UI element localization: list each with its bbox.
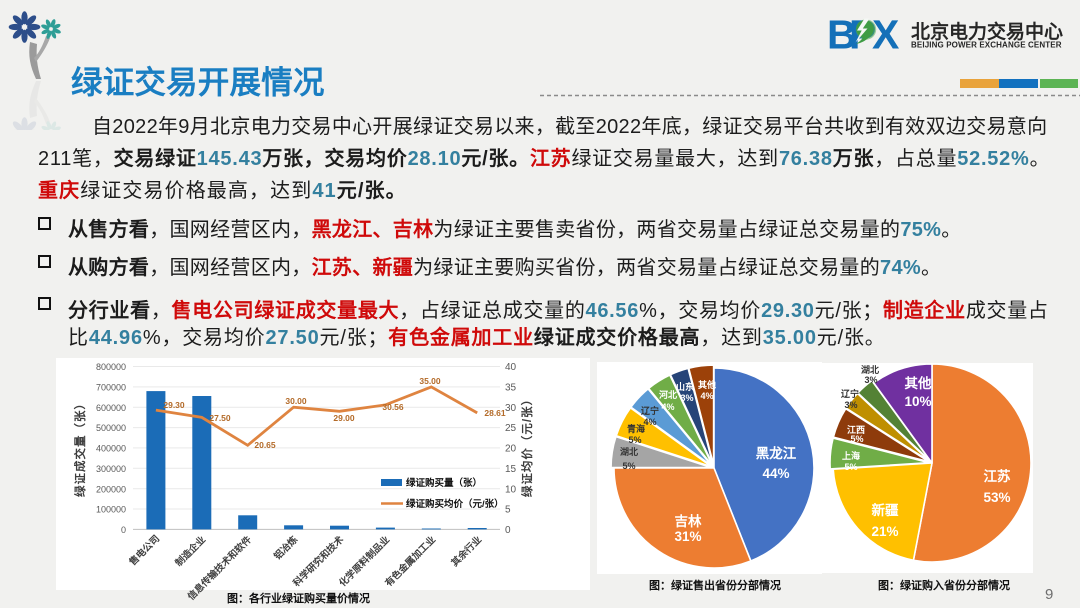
svg-text:800000: 800000 (96, 362, 126, 372)
svg-text:28.61: 28.61 (484, 408, 506, 418)
svg-text:4%: 4% (700, 391, 713, 401)
svg-text:湖北: 湖北 (620, 446, 638, 457)
svg-text:X: X (872, 12, 899, 56)
svg-text:300000: 300000 (96, 464, 126, 474)
svg-text:绿证成交量（张）: 绿证成交量（张） (73, 397, 87, 497)
svg-text:湖北: 湖北 (861, 364, 879, 375)
svg-text:30: 30 (505, 403, 517, 414)
svg-text:3%: 3% (844, 400, 857, 410)
svg-text:40: 40 (505, 362, 517, 373)
svg-text:吉林: 吉林 (675, 513, 703, 529)
svg-text:29.00: 29.00 (333, 413, 355, 423)
svg-text:新疆: 新疆 (872, 502, 900, 518)
svg-text:20: 20 (505, 444, 517, 455)
svg-text:5%: 5% (628, 435, 641, 445)
svg-text:31%: 31% (674, 529, 701, 544)
svg-text:400000: 400000 (96, 444, 126, 454)
svg-text:4%: 4% (661, 402, 674, 412)
svg-text:BEIJING POWER EXCHANGE CENTER: BEIJING POWER EXCHANGE CENTER (911, 41, 1062, 50)
svg-text:3%: 3% (680, 393, 693, 403)
svg-text:100000: 100000 (96, 505, 126, 515)
svg-text:黑龙江: 黑龙江 (756, 445, 797, 461)
svg-text:29.30: 29.30 (163, 400, 185, 410)
svg-text:北京电力交易中心: 北京电力交易中心 (911, 20, 1063, 43)
svg-text:44%: 44% (762, 466, 789, 481)
svg-text:其他: 其他 (905, 375, 933, 391)
svg-text:600000: 600000 (96, 403, 126, 413)
svg-text:其他: 其他 (698, 379, 716, 390)
svg-text:绿证购买量（张）: 绿证购买量（张） (406, 477, 482, 489)
svg-text:5%: 5% (622, 461, 635, 471)
svg-text:江苏: 江苏 (984, 468, 1012, 484)
svg-text:700000: 700000 (96, 383, 126, 393)
svg-text:27.50: 27.50 (209, 413, 231, 423)
svg-text:辽宁: 辽宁 (841, 388, 859, 399)
svg-text:200000: 200000 (96, 484, 126, 494)
svg-text:53%: 53% (983, 490, 1010, 505)
svg-text:0: 0 (121, 525, 126, 535)
svg-text:500000: 500000 (96, 423, 126, 433)
svg-text:江西: 江西 (847, 424, 865, 435)
svg-text:35.00: 35.00 (419, 376, 441, 386)
svg-text:上海: 上海 (842, 450, 860, 461)
svg-text:25: 25 (505, 423, 517, 434)
svg-text:山东: 山东 (676, 381, 694, 392)
svg-text:辽宁: 辽宁 (641, 405, 659, 416)
svg-text:35: 35 (505, 383, 517, 394)
svg-text:21%: 21% (871, 524, 898, 539)
svg-text:3%: 3% (864, 375, 877, 385)
svg-text:4%: 4% (643, 417, 656, 427)
svg-text:10%: 10% (904, 394, 931, 409)
svg-text:绿证购买均价（元/张）: 绿证购买均价（元/张） (406, 498, 504, 510)
svg-text:10: 10 (505, 484, 517, 495)
svg-text:河北: 河北 (659, 389, 677, 400)
svg-text:30.56: 30.56 (382, 402, 404, 412)
svg-text:5: 5 (505, 505, 511, 516)
svg-text:绿证均价（元/张）: 绿证均价（元/张） (520, 393, 534, 497)
svg-text:0: 0 (505, 525, 511, 536)
svg-text:B: B (827, 12, 857, 56)
svg-text:5%: 5% (850, 434, 863, 444)
svg-text:15: 15 (505, 464, 517, 475)
svg-text:30.00: 30.00 (285, 396, 307, 406)
svg-text:20.65: 20.65 (254, 440, 276, 450)
svg-text:青海: 青海 (627, 423, 645, 434)
svg-text:5%: 5% (844, 462, 857, 472)
